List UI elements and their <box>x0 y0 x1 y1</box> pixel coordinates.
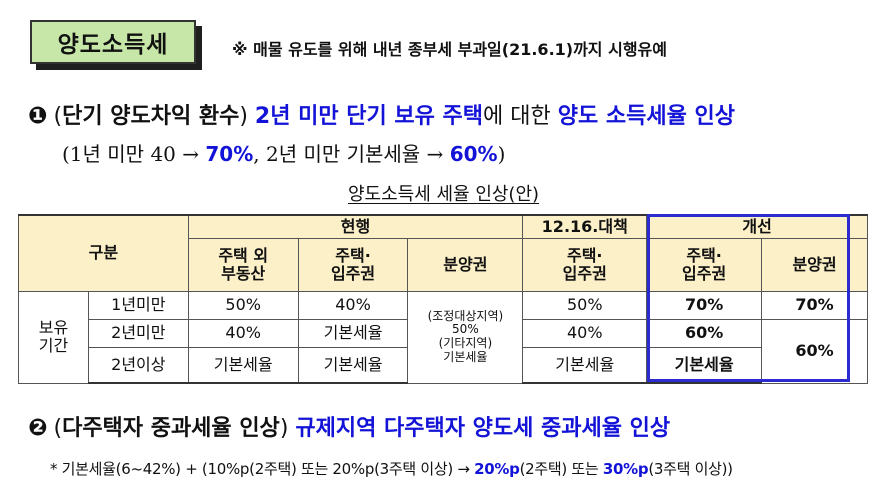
item1-paren-close: ) <box>239 104 248 129</box>
header-improved-presale: 분양권 <box>761 238 868 292</box>
detail-60: 60% <box>449 142 498 166</box>
header-measure: 12.16.대책 <box>522 214 648 239</box>
item2-marker: ❷ <box>28 415 48 441</box>
item2-paren-close: ) <box>279 416 289 441</box>
detail-e: ) <box>497 142 506 166</box>
cell-nonhouse: 40% <box>187 319 299 348</box>
cell-improved: 60% <box>646 319 763 348</box>
header-row-1: 구분 현행 12.16.대책 개선 <box>18 214 868 292</box>
item1-mid-text: 에 대한 <box>483 104 551 129</box>
table-title: 양도소득세 세율 인상(안) <box>347 184 540 205</box>
row-label: 2년미만 <box>87 319 189 348</box>
detail-70: 70% <box>205 142 254 166</box>
header-improved: 개선 <box>646 214 868 239</box>
deferral-note: ※ 매물 유도를 위해 내년 종부세 부과일(21.6.1)까지 시행유예 <box>232 40 667 59</box>
cell-presale-current: (조정대상지역) 50% (기타지역) 기본세율 <box>407 291 524 384</box>
item2-blue-text: 규제지역 다주택자 양도세 중과세율 인상 <box>295 416 671 441</box>
footnote: * 기본세율(6~42%) + (10%p(2주택) 또는 20%p(3주택 이… <box>50 458 733 479</box>
header-current: 현행 <box>187 214 524 239</box>
row-label: 1년미만 <box>87 291 189 320</box>
header-improved-house: 주택· 입주권 <box>646 238 763 292</box>
header-category: 구분 <box>18 214 189 292</box>
cell-measure: 기본세율 <box>522 347 648 384</box>
header-nonhouse: 주택 외 부동산 <box>187 238 299 292</box>
cell-improved: 기본세율 <box>646 347 763 384</box>
table-row: 2년이상 기본세율 기본세율 기본세율 기본세율 <box>19 347 868 384</box>
footnote-30p: 30%p <box>602 460 649 478</box>
item1-detail: (1년 미만 40 → 70%, 2년 미만 기본세율 → 60%) <box>62 138 505 167</box>
section-badge: 양도소득세 <box>30 20 196 64</box>
cell-improved: 70% <box>646 291 763 320</box>
item2-paren-open: ( <box>53 416 63 441</box>
header-measure-house: 주택· 입주권 <box>522 238 648 292</box>
footnote-20p: 20%p <box>474 460 520 478</box>
item1-paren-open: ( <box>53 104 63 129</box>
item2-heading: ❷ (다주택자 중과세율 인상) 규제지역 다주택자 양도세 중과세율 인상 <box>28 410 670 442</box>
header-row-2: 주택 외 부동산 주택· 입주권 분양권 주택· 입주권 주택· 입주권 분양권 <box>19 238 868 292</box>
detail-c: , 2년 미만 기본세율 → <box>253 142 444 166</box>
cell-house: 기본세율 <box>297 347 409 384</box>
item1-marker: ❶ <box>28 103 48 129</box>
cell-measure: 40% <box>522 319 648 348</box>
table-row: 보유 기간 1년미만 50% 40% (조정대상지역) 50% (기타지역) 기본… <box>18 291 868 384</box>
footnote-e: (3주택 이상)) <box>648 460 733 478</box>
footnote-c: (2주택) 또는 <box>519 460 599 478</box>
row-label: 2년이상 <box>87 347 189 384</box>
item1-label: 단기 양도차익 환수 <box>62 104 240 129</box>
item1-blue-tail: 양도 소득세율 인상 <box>557 104 735 129</box>
item1-heading: ❶ (단기 양도차익 환수) 2년 미만 단기 보유 주택에 대한 양도 소득세율… <box>28 98 735 130</box>
footnote-a: * 기본세율(6~42%) + (10%p(2주택) 또는 20%p(3주택 이… <box>50 460 470 478</box>
cell-house: 40% <box>297 291 409 320</box>
header-presale: 분양권 <box>407 238 524 292</box>
cell-measure: 50% <box>522 291 648 320</box>
cell-improved-presale: 70% <box>761 291 868 320</box>
cell-improved-presale-merged: 60% <box>761 319 868 384</box>
cell-nonhouse: 기본세율 <box>187 347 299 384</box>
cell-nonhouse: 50% <box>187 291 299 320</box>
cell-house: 기본세율 <box>297 319 409 348</box>
period-label: 보유 기간 <box>18 291 89 384</box>
table-row: 2년미만 40% 기본세율 40% 60% 60% <box>19 319 868 384</box>
item1-blue-text: 2년 미만 단기 보유 주택 <box>254 104 484 129</box>
header-house: 주택· 입주권 <box>297 238 409 292</box>
detail-a: (1년 미만 40 → <box>62 142 200 166</box>
item2-label: 다주택자 중과세율 인상 <box>62 416 280 441</box>
tax-rate-table: 구분 현행 12.16.대책 개선 주택 외 부동산 주택· 입주권 분양권 주택·… <box>18 214 868 384</box>
